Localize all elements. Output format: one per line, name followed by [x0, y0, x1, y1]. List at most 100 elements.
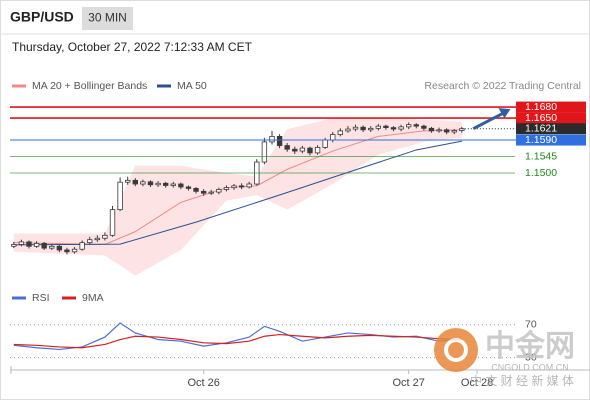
- candle-body: [276, 135, 283, 146]
- level-label: 1.1500: [525, 167, 557, 179]
- candle-body: [421, 125, 427, 129]
- level-label: 1.1590: [525, 134, 557, 146]
- legend-swatch: [12, 84, 26, 88]
- candle-body: [178, 183, 184, 188]
- candle-body: [322, 139, 328, 148]
- candle-body: [26, 241, 32, 247]
- symbol: GBP/USD: [10, 9, 74, 25]
- candle-body: [216, 189, 222, 193]
- candle-body: [261, 141, 268, 163]
- candle-body: [132, 179, 138, 185]
- candle-body: [94, 237, 101, 241]
- watermark-slogan: 中 文 财 经 新 媒 体: [470, 373, 574, 388]
- candle-body: [162, 182, 169, 186]
- candle-body: [352, 126, 359, 130]
- x-tick-label: Oct 28: [461, 377, 493, 389]
- candle-body: [368, 127, 374, 131]
- candle-body: [451, 130, 457, 133]
- level-label: 1.1650: [525, 112, 557, 124]
- candle-body: [109, 209, 116, 236]
- y-tick-label: 30: [525, 351, 537, 363]
- candle-body: [299, 147, 306, 152]
- candle-body: [238, 185, 245, 188]
- candle-body: [18, 241, 25, 245]
- candle-body: [436, 129, 442, 132]
- candle-body: [428, 127, 435, 132]
- candle-body: [79, 242, 85, 250]
- forecast-arrow: [472, 111, 506, 131]
- candle-body: [49, 245, 55, 249]
- timeframe-box: [82, 7, 133, 30]
- candle-body: [11, 244, 17, 247]
- level-label: 1.1621: [525, 122, 557, 134]
- legend-label: RSI: [32, 292, 50, 304]
- candle-body: [208, 191, 214, 194]
- candle-body: [390, 127, 397, 130]
- series-line: [13, 333, 462, 349]
- candle-body: [170, 183, 176, 186]
- candle-body: [292, 148, 298, 152]
- timestamp: Thursday, October 27, 2022 7:12:33 AM CE…: [12, 40, 253, 54]
- watermark-logo-mark: [444, 338, 468, 362]
- legend-swatch: [12, 296, 26, 300]
- forecast-arrowhead: [498, 108, 511, 119]
- candle-body: [284, 145, 290, 150]
- candle-body: [406, 124, 412, 128]
- legend-swatch: [157, 84, 171, 88]
- candle-body: [56, 245, 63, 251]
- level-label-box: [516, 134, 586, 146]
- legend-label: MA 20 + Bollinger Bands: [32, 80, 147, 92]
- candle-body: [102, 234, 108, 239]
- candle-body: [360, 126, 366, 131]
- candle-body: [71, 248, 78, 253]
- candle-body: [307, 147, 313, 154]
- candle-body: [200, 190, 207, 194]
- watermark-brand: 中金网: [485, 329, 575, 363]
- level-label-box: [516, 112, 586, 124]
- candle-body: [375, 125, 381, 129]
- candle-body: [193, 188, 199, 192]
- level-label-box: [516, 101, 586, 113]
- legend-swatch: [62, 296, 76, 300]
- candle-body: [155, 182, 161, 186]
- candle-body: [383, 125, 389, 129]
- x-tick-label: Oct 27: [392, 377, 424, 389]
- watermark-site: CNGOLD.COM.CN: [491, 362, 569, 372]
- legend-label: MA 50: [177, 80, 207, 92]
- candle-body: [330, 134, 336, 141]
- candle-body: [269, 135, 275, 143]
- series-line: [13, 129, 462, 245]
- candle-body: [413, 124, 419, 127]
- candle-body: [345, 128, 351, 132]
- candle-body: [125, 179, 131, 183]
- candle-body: [398, 126, 404, 130]
- timeframe: 30 MIN: [88, 11, 127, 25]
- x-tick-label: Oct 26: [187, 377, 219, 389]
- candle-body: [117, 181, 123, 211]
- series-line: [13, 140, 462, 246]
- bollinger-band: [13, 118, 462, 276]
- candle-body: [443, 129, 450, 133]
- candle-body: [33, 242, 40, 247]
- watermark-logo: [434, 328, 478, 372]
- candle-body: [231, 185, 237, 189]
- candle-body: [314, 146, 321, 154]
- level-label-box: [516, 123, 586, 135]
- candle-body: [337, 130, 344, 135]
- watermark: 中金网 CNGOLD.COM.CN 中 文 财 经 新 媒 体: [434, 328, 575, 388]
- source: Research © 2022 Trading Central: [424, 80, 581, 92]
- candle-body: [87, 239, 93, 244]
- candle-body: [223, 187, 230, 190]
- legend-label: 9MA: [82, 292, 104, 304]
- candle-body: [140, 181, 146, 185]
- y-tick-label: 70: [525, 318, 537, 330]
- level-label: 1.1545: [525, 150, 557, 162]
- level-label: 1.1680: [525, 101, 557, 113]
- candle-body: [41, 242, 47, 249]
- candle-body: [64, 249, 70, 253]
- candle-body: [246, 183, 252, 188]
- candle-body: [147, 181, 154, 186]
- candle-body: [185, 186, 192, 189]
